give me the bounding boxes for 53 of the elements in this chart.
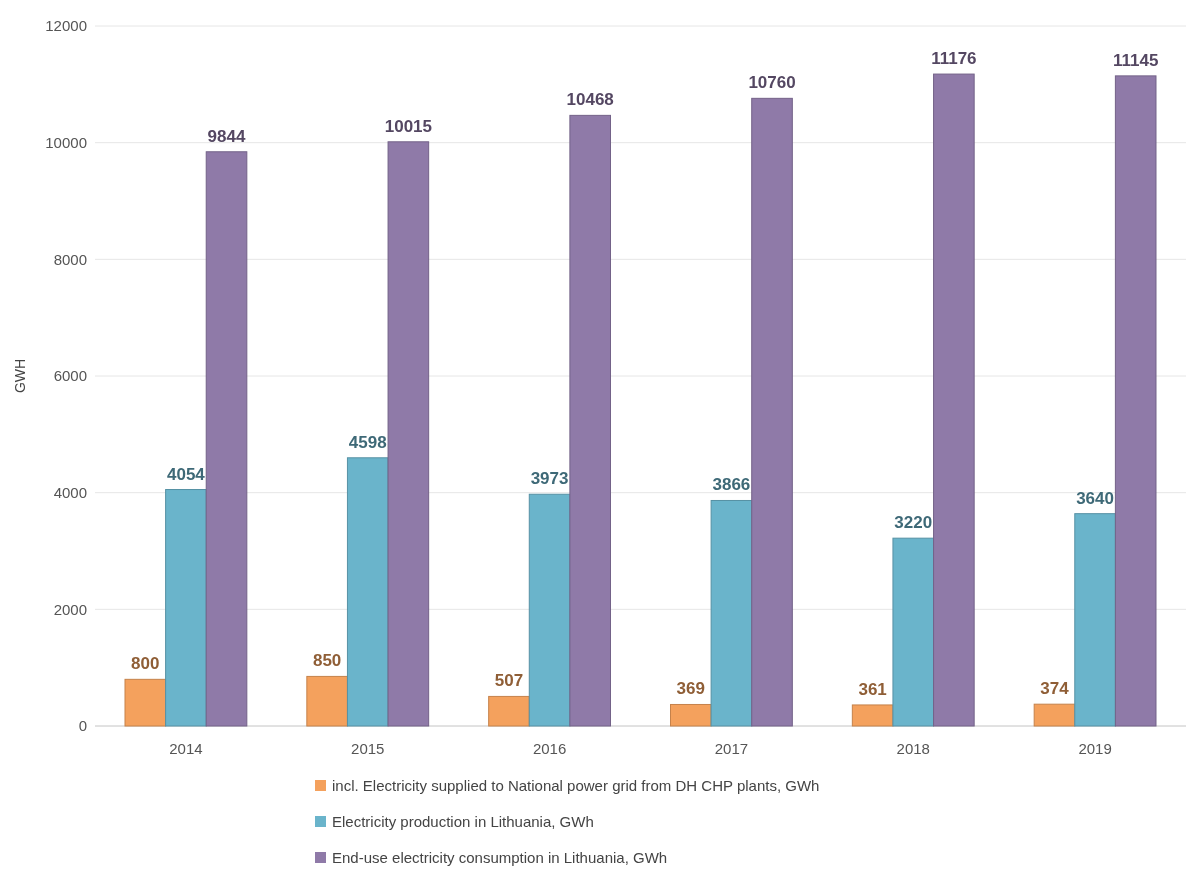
bar — [387, 141, 430, 727]
data-label: 4598 — [348, 432, 387, 452]
data-label: 374 — [1040, 679, 1070, 699]
x-tick-label: 2019 — [1078, 740, 1112, 757]
x-tick-label: 2018 — [896, 740, 930, 757]
data-label: 3973 — [530, 469, 569, 489]
data-label: 9844 — [207, 126, 246, 146]
bar — [1074, 513, 1116, 727]
bar — [165, 489, 207, 727]
bar — [892, 537, 935, 727]
data-label: 11145 — [1112, 50, 1159, 70]
x-tick-label: 2016 — [532, 740, 567, 757]
legend-label: End-use electricity consumption in Lithuania, GWh — [332, 849, 668, 867]
bar — [1033, 703, 1076, 727]
bar — [933, 73, 975, 727]
x-tick-label: 2017 — [714, 740, 749, 757]
data-label: 4054 — [167, 464, 206, 484]
data-label: 3220 — [894, 513, 933, 533]
bar — [346, 457, 389, 727]
bar — [205, 151, 248, 727]
data-label: 3866 — [712, 475, 751, 495]
y-tick-label: 8000 — [53, 250, 87, 268]
data-label: 369 — [676, 679, 705, 699]
y-tick-label: 2000 — [53, 600, 87, 618]
data-label: 11176 — [931, 49, 977, 69]
legend-label: incl. Electricity supplied to National power grid from DH CHP plants, GWh — [332, 777, 820, 795]
bar — [1114, 75, 1157, 727]
y-axis-title: GWH — [12, 358, 28, 394]
bar — [488, 695, 530, 727]
data-label: 10760 — [748, 73, 796, 93]
data-label: 850 — [312, 651, 342, 671]
bar — [710, 499, 753, 727]
y-tick-label: 10000 — [45, 133, 87, 151]
legend-label: Electricity production in Lithuania, GWh — [332, 813, 594, 831]
bar — [751, 97, 793, 727]
bar — [124, 678, 167, 727]
data-label: 361 — [858, 679, 887, 699]
data-label: 3640 — [1076, 488, 1114, 508]
y-tick-label: 12000 — [45, 17, 87, 35]
data-label: 10015 — [384, 116, 432, 136]
bar — [306, 675, 348, 727]
x-tick-label: 2015 — [351, 740, 385, 757]
bar — [528, 493, 571, 727]
x-tick-label: 2014 — [169, 740, 203, 757]
data-label: 800 — [131, 654, 160, 674]
y-tick-label: 4000 — [53, 483, 87, 501]
y-tick-label: 0 — [78, 717, 87, 735]
bar — [851, 704, 894, 727]
y-tick-label: 6000 — [53, 367, 87, 385]
bar — [670, 703, 712, 727]
bar — [569, 114, 611, 727]
data-label: 507 — [494, 671, 524, 691]
data-label: 10468 — [566, 90, 614, 110]
